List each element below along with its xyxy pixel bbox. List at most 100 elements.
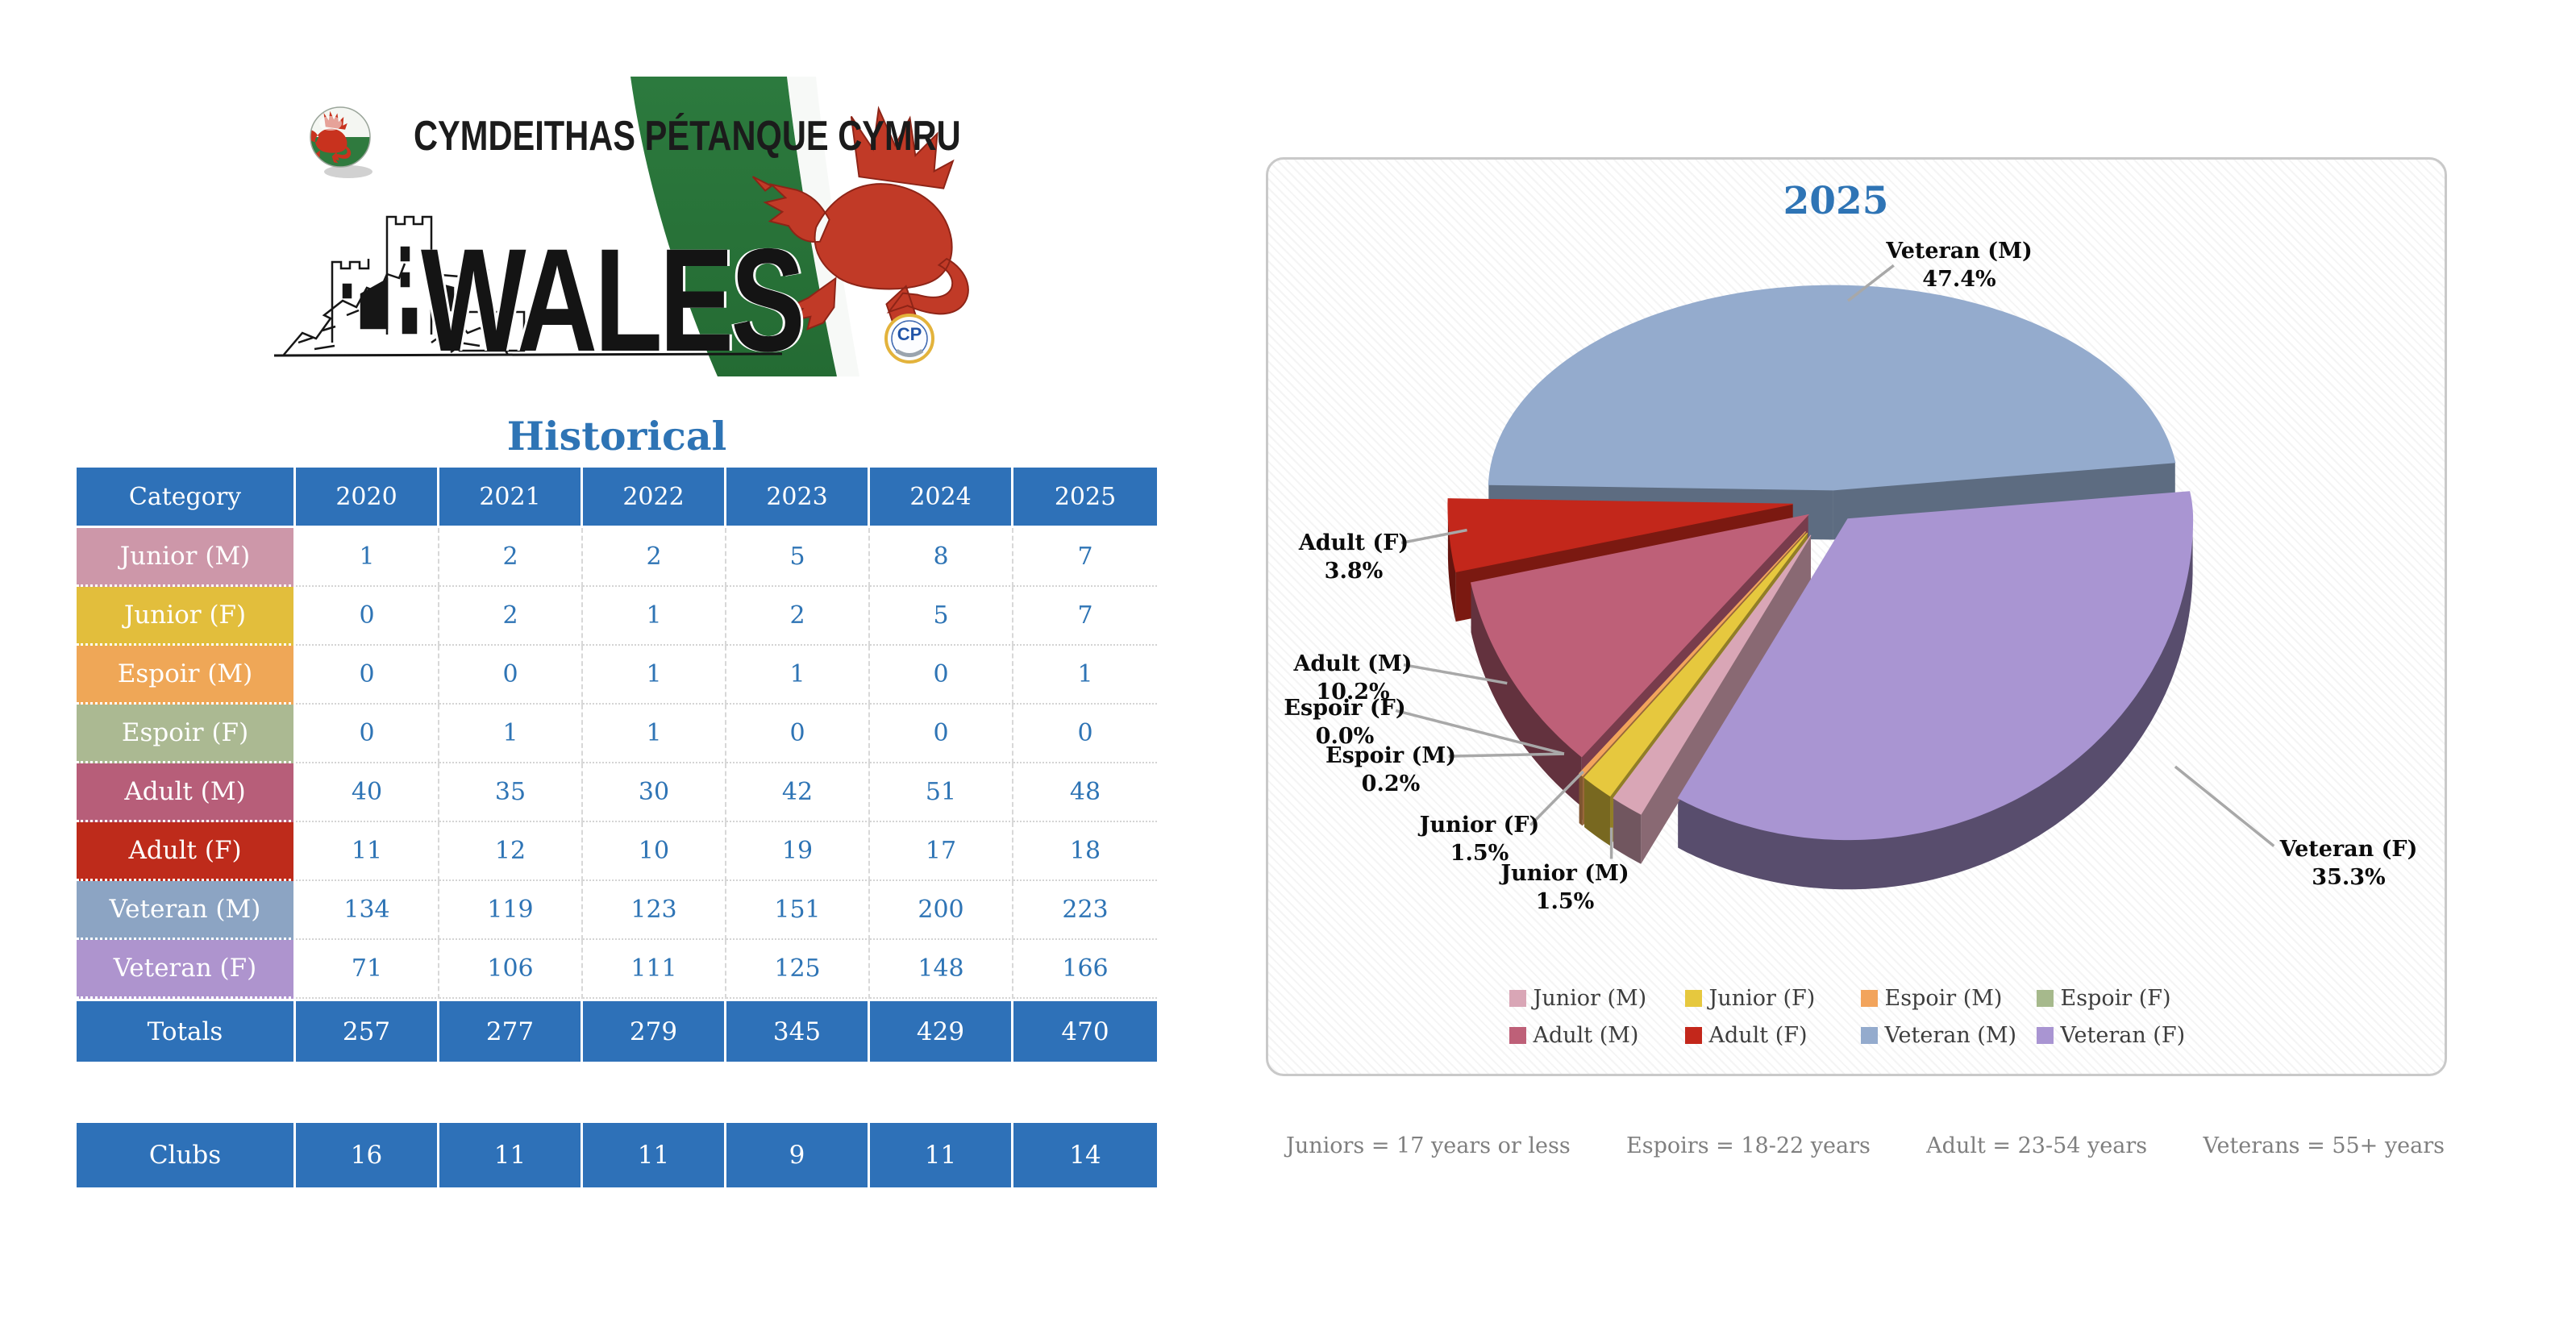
callout-value: 1.5% <box>1535 889 1595 914</box>
callout-label: Junior (F) <box>1419 813 1540 838</box>
clubs-table: Clubs 16 11 11 9 11 14 <box>77 1123 1157 1187</box>
value-cell: 42 <box>726 763 870 822</box>
callout-value: 47.4% <box>1922 267 1996 292</box>
value-cell: 1 <box>583 646 726 705</box>
clubs-value: 11 <box>870 1123 1013 1187</box>
value-cell: 2 <box>439 528 583 587</box>
legend-swatch-icon <box>2036 1027 2054 1044</box>
value-cell: 134 <box>296 881 439 940</box>
value-cell: 18 <box>1013 822 1157 881</box>
pie-slice-rim <box>1678 523 2193 890</box>
value-cell: 10 <box>583 822 726 881</box>
value-cell: 7 <box>1013 587 1157 646</box>
footnote: Juniors = 17 years or less <box>1286 1133 1571 1158</box>
value-cell: 0 <box>439 646 583 705</box>
category-label: Junior (M) <box>77 528 296 587</box>
legend-swatch-icon <box>2036 990 2054 1007</box>
flag-green-band <box>630 77 859 376</box>
slice-callout: Veteran (M) 47.4% <box>1866 237 2052 293</box>
value-cell: 8 <box>870 528 1013 587</box>
slice-callout: Junior (F) 1.5% <box>1387 811 1572 867</box>
value-cell: 12 <box>439 822 583 881</box>
category-label: Junior (F) <box>77 587 296 646</box>
pie-slice <box>1677 491 2194 841</box>
column-header-2025: 2025 <box>1013 468 1157 528</box>
value-cell: 123 <box>583 881 726 940</box>
value-cell: 2 <box>583 528 726 587</box>
pie-chart <box>1395 264 2275 890</box>
totals-value: 470 <box>1013 999 1157 1062</box>
legend-swatch-icon <box>1860 990 1878 1007</box>
svg-text:CP: CP <box>897 324 922 344</box>
pie-slice-rim <box>1584 777 1611 846</box>
petanque-ball-icon <box>310 106 372 178</box>
value-cell: 0 <box>870 646 1013 705</box>
pie-slice-rim <box>1613 798 1642 864</box>
legend-label: Adult (M) <box>1533 1023 1639 1048</box>
totals-value: 429 <box>870 999 1013 1062</box>
category-label: Espoir (F) <box>77 705 296 763</box>
value-cell: 0 <box>296 705 439 763</box>
value-cell: 19 <box>726 822 870 881</box>
historical-table: Category 2020 2021 2022 2023 2024 2025 Junior (… <box>77 468 1157 1062</box>
category-label: Adult (M) <box>77 763 296 822</box>
legend-label: Veteran (F) <box>2060 1023 2186 1048</box>
value-cell: 1 <box>583 705 726 763</box>
totals-label: Totals <box>77 999 296 1062</box>
value-cell: 17 <box>870 822 1013 881</box>
value-cell: 1 <box>583 587 726 646</box>
legend-label: Veteran (M) <box>1884 1023 2017 1048</box>
legend-item: Espoir (F) <box>2036 986 2204 1011</box>
value-cell: 200 <box>870 881 1013 940</box>
value-cell: 166 <box>1013 940 1157 999</box>
value-cell: 48 <box>1013 763 1157 822</box>
pie-slice <box>1613 534 1812 815</box>
column-header-2021: 2021 <box>439 468 583 528</box>
pie-slice-rim <box>1447 505 1456 622</box>
value-cell: 151 <box>726 881 870 940</box>
callout-label: Espoir (M) <box>1325 743 1456 768</box>
legend-swatch-icon <box>1509 990 1526 1007</box>
value-cell: 106 <box>439 940 583 999</box>
value-cell: 2 <box>439 587 583 646</box>
legend-item: Espoir (M) <box>1860 986 2029 1011</box>
pie-slice <box>1470 514 1810 758</box>
totals-value: 257 <box>296 999 439 1062</box>
legend-swatch-icon <box>1684 1027 1702 1044</box>
legend-label: Espoir (F) <box>2060 986 2171 1011</box>
slice-callout: Espoir (M) 0.2% <box>1298 742 1484 798</box>
value-cell: 1 <box>1013 646 1157 705</box>
footnote: Espoirs = 18-22 years <box>1626 1133 1871 1158</box>
legend-label: Adult (F) <box>1708 1023 1808 1048</box>
column-header-2023: 2023 <box>726 468 870 528</box>
chart-title: 2025 <box>1783 179 1889 223</box>
totals-value: 345 <box>726 999 870 1062</box>
legend-item: Junior (F) <box>1684 986 1853 1011</box>
totals-value: 279 <box>583 999 726 1062</box>
org-name: CYMDEITHAS PÉTANQUE CYMRU <box>414 113 961 160</box>
clubs-value: 11 <box>439 1123 583 1187</box>
value-cell: 2 <box>726 587 870 646</box>
banner-art: CP <box>273 77 969 376</box>
slice-callout: Veteran (F) 35.3% <box>2256 835 2441 892</box>
callout-label: Veteran (M) <box>1886 239 2033 264</box>
callout-label: Espoir (F) <box>1284 696 1406 721</box>
value-cell: 0 <box>726 705 870 763</box>
value-cell: 1 <box>726 646 870 705</box>
value-cell: 40 <box>296 763 439 822</box>
category-label: Veteran (F) <box>77 940 296 999</box>
clubs-value: 9 <box>726 1123 870 1187</box>
leader-line <box>1448 752 1564 758</box>
pie-slice-side <box>1641 534 1811 864</box>
legend-swatch-icon <box>1509 1027 1526 1044</box>
category-label: Espoir (M) <box>77 646 296 705</box>
column-header-category: Category <box>77 468 296 528</box>
historical-title: Historical <box>506 413 727 459</box>
value-cell: 5 <box>870 587 1013 646</box>
clubs-value: 16 <box>296 1123 439 1187</box>
slice-callout: Adult (M) 10.2% <box>1260 650 1446 706</box>
column-header-2020: 2020 <box>296 468 439 528</box>
value-cell: 0 <box>296 646 439 705</box>
callout-value: 3.8% <box>1324 559 1384 584</box>
legend-label: Junior (M) <box>1533 986 1647 1011</box>
